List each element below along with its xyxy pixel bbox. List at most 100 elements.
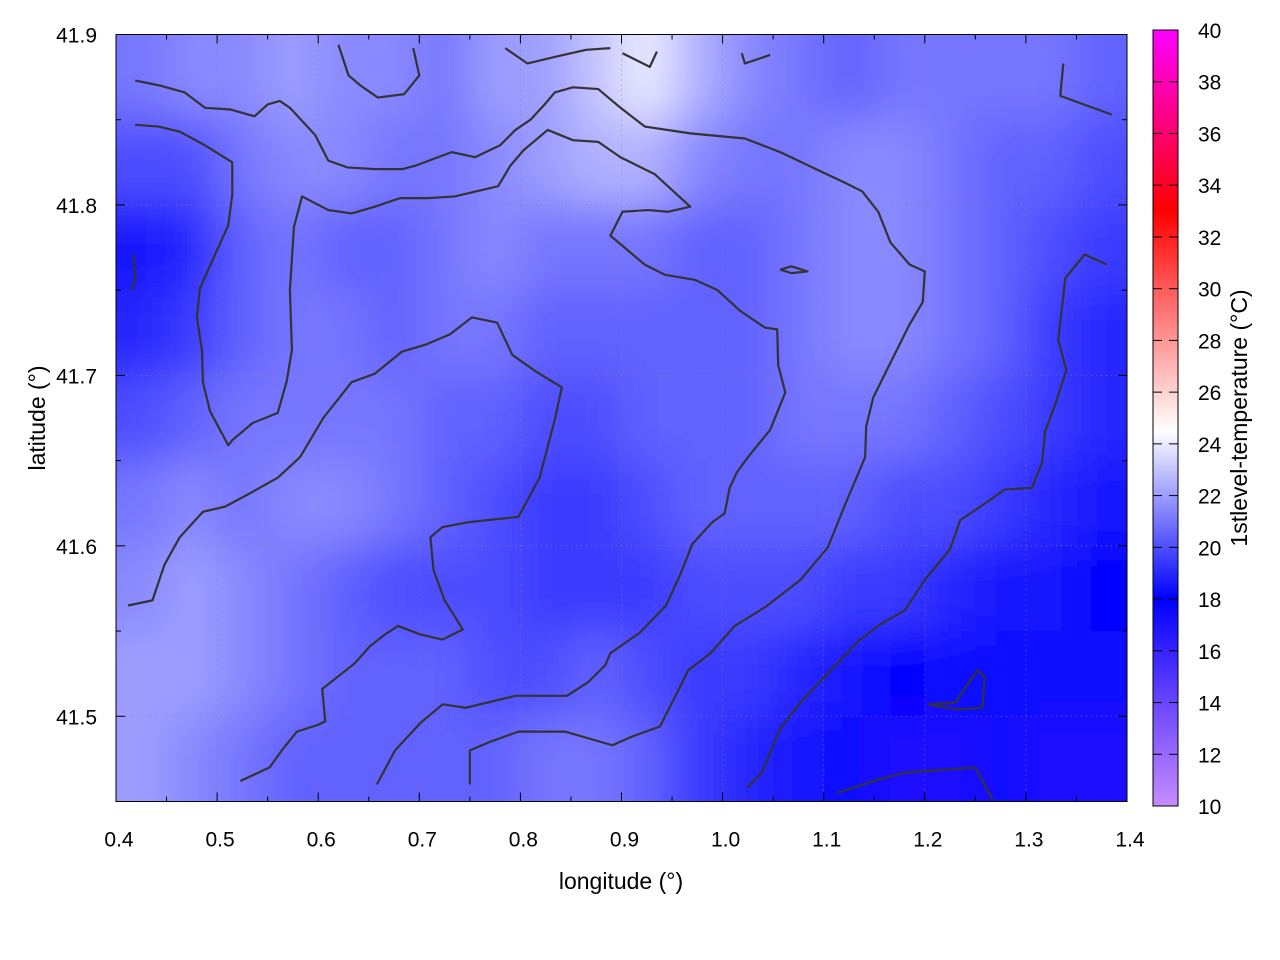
heatmap-cell (318, 204, 370, 292)
colorbar-tick-label: 16 (1198, 641, 1221, 664)
heatmap-cell (924, 119, 977, 206)
heatmap-cell (924, 375, 977, 462)
heatmap-cell (621, 34, 674, 121)
heatmap-cell (823, 119, 876, 206)
heatmap-cell (570, 716, 623, 802)
y-tick-label: 41.6 (56, 536, 97, 559)
heatmap-cell (267, 34, 320, 121)
heatmap-cell (672, 34, 724, 121)
heatmap-cell (419, 716, 471, 802)
heatmap-cell (267, 545, 320, 633)
heatmap-cell (975, 290, 1027, 377)
heatmap-cell (722, 204, 775, 292)
contour-line (927, 669, 986, 711)
heatmap-cell (368, 119, 421, 206)
heatmap-cell (924, 460, 977, 547)
heatmap-cell (520, 460, 572, 547)
heatmap-cell (217, 290, 269, 377)
colorbar-tick-label: 12 (1198, 744, 1221, 767)
heatmap-cell (318, 460, 370, 547)
heatmap-cell (469, 716, 522, 802)
heatmap-cell (722, 290, 775, 377)
x-tick-label: 1.3 (1014, 829, 1043, 852)
x-tick-label: 1.2 (913, 829, 942, 852)
heatmap-cell (116, 545, 168, 633)
heatmap-cell (419, 204, 471, 292)
colorbar-tick-label: 28 (1198, 330, 1221, 353)
heatmap-cell (823, 545, 876, 633)
heatmap-cell (874, 119, 926, 206)
heatmap-cell (419, 290, 471, 377)
heatmap-cell (621, 204, 674, 292)
heatmap-cell (1076, 204, 1127, 292)
heatmap-cell (823, 290, 876, 377)
heatmap-cell (672, 290, 724, 377)
heatmap-cell (621, 290, 674, 377)
heatmap-cell (874, 716, 926, 802)
heatmap-cell (621, 119, 674, 206)
heatmap-cell (924, 34, 977, 121)
heatmap-cell (1025, 631, 1078, 718)
heatmap-cell (267, 290, 320, 377)
y-axis-label: latitude (°) (24, 365, 50, 470)
colorbar-tick-label: 14 (1198, 693, 1222, 716)
heatmap-cell (773, 375, 825, 462)
x-tick-label: 1.4 (1115, 829, 1145, 852)
contour-line (504, 47, 611, 65)
heatmap-cell (166, 375, 219, 462)
heatmap-cell (1025, 460, 1078, 547)
heatmap-cell (318, 545, 370, 633)
grid-lines (116, 34, 1127, 802)
heatmap-cell (520, 119, 572, 206)
colorbar-tick-label: 38 (1198, 72, 1221, 95)
y-tick-label: 41.9 (56, 25, 97, 48)
contour-line (746, 253, 1108, 789)
contour-line (836, 766, 994, 801)
x-axis-ticks: 0.4 0.5 0.6 0.7 0.8 0.9 1.0 1.1 1.2 1.3 1.4 (104, 34, 1145, 852)
heatmap-cell (1025, 290, 1078, 377)
heatmap-cell (166, 631, 219, 718)
contour-line (740, 52, 771, 65)
heatmap-cell (419, 119, 471, 206)
heatmap-cell (217, 119, 269, 206)
heatmap-cell (469, 545, 522, 633)
heatmap-cell (823, 375, 876, 462)
heatmap-cell (217, 716, 269, 802)
heatmap-cell (924, 716, 977, 802)
heatmap-cell (874, 460, 926, 547)
heatmap-cell (570, 290, 623, 377)
heatmap-cell (874, 290, 926, 377)
heatmap-cell (722, 460, 775, 547)
heatmap-cell (1076, 716, 1127, 802)
heatmap-cell (419, 375, 471, 462)
heatmap-cell (1025, 204, 1078, 292)
heatmap-cell (1025, 375, 1078, 462)
heatmap-cell (924, 290, 977, 377)
heatmap-cell (166, 34, 219, 121)
heatmap-cell (166, 290, 219, 377)
heatmap-cell (520, 290, 572, 377)
heatmap-cell (368, 716, 421, 802)
heatmap-cell (520, 545, 572, 633)
heatmap-cell (773, 716, 825, 802)
heatmap-cell (672, 716, 724, 802)
heatmap-cell (520, 716, 572, 802)
heatmap-cell (823, 34, 876, 121)
heatmap-cell (217, 204, 269, 292)
heatmap-cell (874, 545, 926, 633)
heatmap-cell (975, 716, 1027, 802)
x-tick-label: 0.5 (205, 829, 234, 852)
heatmap-cell (1025, 716, 1078, 802)
heatmap-cell (520, 631, 572, 718)
x-axis-label: longitude (°) (559, 868, 683, 894)
heatmap-cell (116, 119, 168, 206)
heatmap-cell (570, 375, 623, 462)
heatmap-cell (368, 460, 421, 547)
heatmap-cell (419, 631, 471, 718)
heatmap-cell (469, 34, 522, 121)
heatmap-cell (419, 460, 471, 547)
heatmap-cell (368, 290, 421, 377)
heatmap-cell (823, 716, 876, 802)
heatmap-cell (318, 631, 370, 718)
heatmap-cell (975, 119, 1027, 206)
